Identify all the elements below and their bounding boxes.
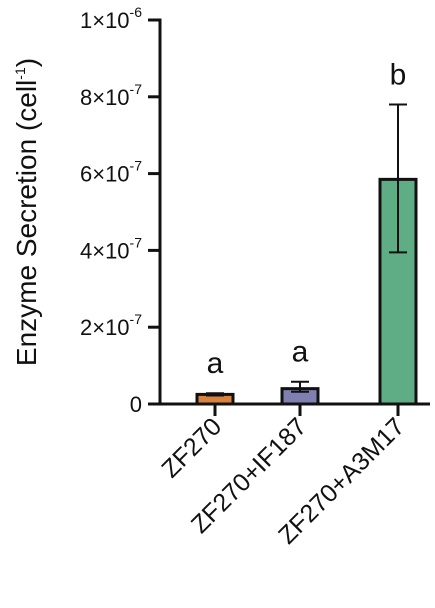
significance-letter: a [207,347,224,380]
y-tick-label: 0 [130,392,142,417]
y-tick-label: 2×10-7 [80,311,142,340]
y-tick-label: 4×10-7 [80,234,142,263]
significance-letter: a [292,336,309,369]
error-bar [206,392,224,397]
bars [195,177,418,406]
error-bars [206,103,407,397]
error-bar [389,103,407,254]
category-label: ZF270 [156,412,227,483]
y-axis-label: Enzyme Secretion (cell-1) [11,58,42,366]
y-tick-label: 1×10-6 [80,4,142,33]
y-axis: 0 2×10-7 4×10-7 6×10-7 8×10-7 1×10-6 [80,4,162,417]
y-tick-label: 8×10-7 [80,81,142,110]
error-bar [291,380,309,393]
significance-letters: a a b [207,58,407,380]
y-tick-label: 6×10-7 [80,158,142,187]
significance-letter: b [390,58,407,91]
y-axis-title: Enzyme Secretion (cell-1) [11,58,42,366]
